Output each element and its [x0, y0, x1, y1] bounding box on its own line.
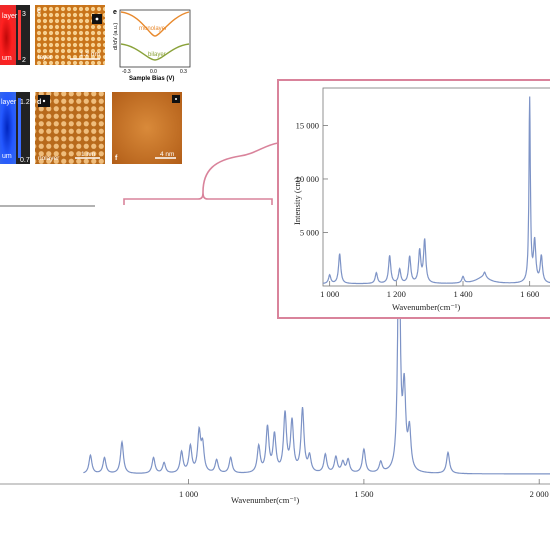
sts-panel-e	[119, 9, 191, 68]
stm-c-caption: layer	[38, 54, 53, 61]
stm-f-letter: f	[115, 155, 118, 162]
inset-xlabel: Wavenumber(cm⁻¹)	[392, 302, 460, 312]
stm-c-scale: 1.2 nm	[80, 51, 100, 58]
stm-c-letter: c	[37, 8, 41, 15]
inset-ticks: 1 000 1 200 1 400 1 600 5 000 10 000 15 000	[296, 120, 540, 299]
inset-y-tick-label: 5 000	[300, 227, 319, 237]
stm-d-caption: nolayer	[38, 155, 60, 162]
map-panel-top	[0, 5, 30, 65]
main-x-tick-label: 1 000	[179, 489, 198, 499]
sts-monolayer-label: monolayer	[139, 26, 167, 32]
inset-spectrum-line	[322, 96, 550, 285]
stm-panel-d	[35, 92, 105, 164]
sts-monolayer-curve	[120, 11, 190, 37]
inset-y-tick-label: 15 000	[296, 120, 319, 130]
main-spectrum-line	[83, 200, 550, 475]
sts-bilayer-label: bilayer	[148, 52, 166, 58]
map-top-max: 3	[22, 11, 26, 18]
sts-xtick-1: 0.0	[150, 69, 157, 75]
inset-x-tick-label: 1 600	[520, 289, 539, 299]
map-top-label: layer	[2, 13, 18, 20]
inset-x-tick-label: 1 200	[387, 289, 406, 299]
stm-d-scale: 1 nm	[81, 151, 95, 158]
inset-chart: 1 000 1 200 1 400 1 600 5 000 10 000 15 000	[277, 79, 550, 319]
map-bottom-label: layer	[1, 99, 17, 106]
inset-ylabel: Intensity (cnt)	[292, 177, 302, 225]
map-top-unit: um	[2, 55, 12, 62]
inset-x-tick-label: 1 000	[320, 289, 339, 299]
inset-y-tick-label: 10 000	[296, 174, 319, 184]
inset-plot-area	[322, 87, 550, 287]
sts-xtick-2: 0.3	[180, 69, 187, 75]
main-xlabel: Wavenumber(cm⁻¹)	[231, 495, 299, 505]
map-panel-bottom	[0, 92, 30, 164]
main-x-tick-label: 2 000	[530, 489, 549, 499]
map-bottom-unit: um	[2, 153, 12, 160]
sts-ylabel: dI/dV (a.u.)	[113, 23, 119, 50]
inset-x-tick-label: 1 400	[453, 289, 472, 299]
map-bottom-min: 0.7	[20, 157, 30, 164]
stm-f-scale: 4 nm	[160, 151, 174, 158]
sts-bilayer-curve	[120, 43, 190, 61]
sts-xlabel: Sample Bias (V)	[129, 76, 174, 82]
sts-e-letter: e	[113, 9, 117, 16]
main-x-tick-label: 1 500	[354, 489, 373, 499]
sts-xtick-0: -0.3	[122, 69, 131, 75]
map-top-min: 2	[22, 57, 26, 64]
stm-d-letter: d	[37, 99, 41, 106]
map-bottom-max: 1.2	[20, 99, 30, 106]
zoom-bracket	[123, 142, 279, 205]
stm-panel-f	[112, 92, 182, 164]
stm-panel-c	[35, 5, 105, 65]
